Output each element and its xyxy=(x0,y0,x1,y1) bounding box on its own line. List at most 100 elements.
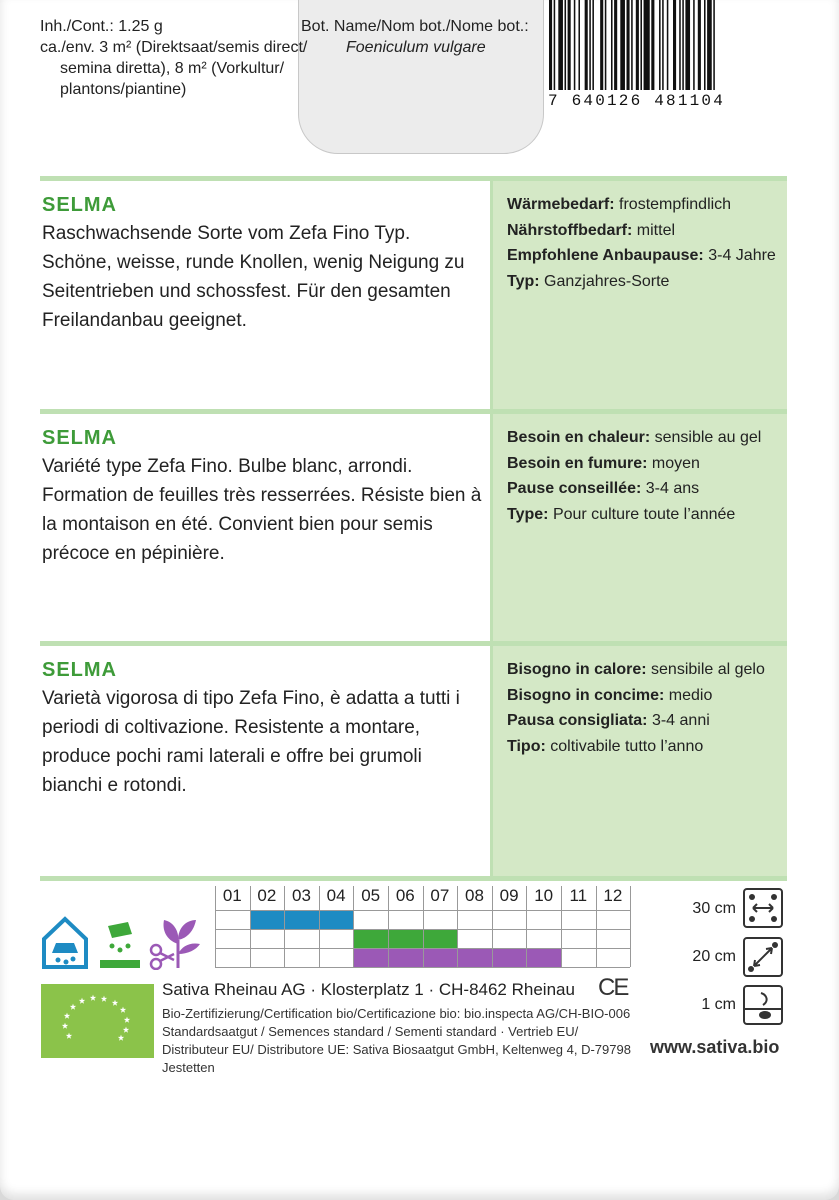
calendar-gridline xyxy=(215,929,631,930)
barcode-bar xyxy=(713,0,715,90)
barcode-bar xyxy=(626,0,630,90)
row-spacing-icon xyxy=(743,888,783,928)
barcode-bar xyxy=(614,0,618,90)
sowing-calendar: 01 02 03 04 05 06 07 08 09 10 11 12 xyxy=(215,886,635,968)
content-line: ca./env. 3 m² (Direktsaat/semis direct/ xyxy=(40,39,308,56)
calendar-gridline xyxy=(215,948,631,949)
direct-sowing-icon xyxy=(100,922,140,968)
barcode-bar xyxy=(666,0,669,90)
eu-organic-logo xyxy=(41,984,154,1058)
variety-description: Raschwachsende Sorte vom Zefa Fino Typ. … xyxy=(42,223,465,331)
trait-row: Empfohlene Anbaupause: 3-4 Jahre xyxy=(507,247,776,264)
barcode-bar xyxy=(640,0,642,90)
calendar-month-label: 10 xyxy=(534,886,554,905)
calendar-gridline xyxy=(422,886,424,967)
calendar-month-label: 08 xyxy=(465,886,484,905)
eu-star-icon xyxy=(123,1016,131,1023)
hang-tab xyxy=(298,0,544,154)
barcode-bar xyxy=(611,0,613,90)
harvest-icon xyxy=(149,920,200,970)
variety-name: SELMA xyxy=(42,194,117,216)
eu-star-icon xyxy=(89,994,97,1001)
barcode-bar xyxy=(659,0,661,90)
content-line: semina diretta), 8 m² (Vorkultur/ xyxy=(60,60,285,77)
section-italian: SELMA Varietà vigorosa di tipo Zefa Fino… xyxy=(42,659,482,800)
botanical-label: Bot. Name/Nom bot./Nome bot.: xyxy=(301,18,529,35)
trait-row: Tipo: coltivabile tutto l’anno xyxy=(507,737,704,755)
eu-star-icon xyxy=(100,995,108,1002)
eu-star-icon xyxy=(61,1022,69,1029)
calendar-gridline xyxy=(215,910,631,911)
plant-spacing-label: 20 cm xyxy=(692,948,736,965)
calendar-gridline xyxy=(526,886,528,967)
calendar-bar-direct-sowing xyxy=(353,930,458,949)
sowing-depth-icon xyxy=(743,985,783,1025)
trait-row: Pause conseillée: 3-4 ans xyxy=(507,480,700,497)
barcode-bar xyxy=(707,0,712,90)
barcode-bar xyxy=(682,0,684,90)
variety-name: SELMA xyxy=(42,659,117,681)
barcode-bar xyxy=(693,0,695,90)
barcode-bar xyxy=(662,0,664,90)
barcode-bar xyxy=(600,0,604,90)
barcode-bar xyxy=(679,0,681,90)
section-divider xyxy=(40,641,787,646)
barcode-bar xyxy=(589,0,591,90)
company-address: Sativa Rheinau AG · Klosterplatz 1 · CH-… xyxy=(162,980,575,999)
calendar-month-label: 11 xyxy=(569,886,588,905)
trait-row: Wärmebedarf: frostempfindlich xyxy=(507,196,732,213)
content-info: Inh./Cont.: 1.25 g ca./env. 3 m² (Direkt… xyxy=(40,16,320,100)
barcode-bar xyxy=(573,0,576,90)
barcode-bar xyxy=(704,0,706,90)
calendar-month-label: 09 xyxy=(499,886,519,905)
section-divider xyxy=(40,876,787,881)
barcode-bar xyxy=(584,0,588,90)
barcode-bar xyxy=(685,0,691,90)
barcode-bar xyxy=(651,0,655,90)
calendar-gridline xyxy=(388,886,389,967)
calendar-month-label: 02 xyxy=(257,886,277,905)
barcode-bar xyxy=(592,0,594,90)
eu-star-icon xyxy=(119,1006,127,1013)
distribution-line: Standardsaatgut / Semences standard / Se… xyxy=(162,1024,631,1075)
barcode-bar xyxy=(564,0,567,90)
calendar-gridline xyxy=(215,886,216,967)
calendar-month-label: 01 xyxy=(222,886,242,905)
trait-row: Nährstoffbedarf: mittel xyxy=(507,221,676,239)
calendar-gridline xyxy=(318,886,320,967)
trait-row: Besoin en fumure: moyen xyxy=(507,454,700,472)
barcode-bar xyxy=(620,0,625,90)
traits-italian: Bisogno in calore: sensibile al gelo Bis… xyxy=(507,657,787,759)
calendar-bar-indoor-sowing xyxy=(249,911,354,930)
botanical-info: Bot. Name/Nom bot./Nome bot.: Foeniculum… xyxy=(301,16,541,58)
column-divider xyxy=(490,176,493,876)
barcode-bar xyxy=(604,0,607,90)
content-line: Inh./Cont.: 1.25 g xyxy=(40,18,163,35)
eu-star-icon xyxy=(78,997,86,1004)
barcode-bar xyxy=(567,0,571,90)
indoor-sowing-icon xyxy=(42,916,88,969)
barcode-bar xyxy=(578,0,580,90)
section-divider xyxy=(40,409,787,414)
row-spacing-label: 30 cm xyxy=(692,900,736,917)
certification-info: Bio-Zertifizierung/Certification bio/Cer… xyxy=(162,1005,642,1077)
calendar-gridline xyxy=(215,967,631,968)
calendar-gridline xyxy=(491,886,493,967)
barcode-bar xyxy=(635,0,639,90)
ce-mark: CE xyxy=(598,974,629,1001)
barcode-bar xyxy=(631,0,633,90)
trait-row: Besoin en chaleur: sensible au gel xyxy=(507,429,762,446)
variety-description: Variété type Zefa Fino. Bulbe blanc, arr… xyxy=(42,456,482,564)
barcode-bar xyxy=(558,0,563,90)
variety-description: Varietà vigorosa di tipo Zefa Fino, è ad… xyxy=(42,688,460,796)
calendar-month-label: 03 xyxy=(292,886,311,905)
traits-column-background xyxy=(492,176,787,876)
variety-name: SELMA xyxy=(42,427,117,449)
website-link[interactable]: www.sativa.bio xyxy=(650,1037,780,1057)
eu-star-icon xyxy=(117,1034,125,1041)
section-divider xyxy=(40,176,787,181)
section-german: SELMA Raschwachsende Sorte vom Zefa Fino… xyxy=(42,194,482,335)
botanical-name: Foeniculum vulgare xyxy=(346,39,486,56)
barcode-bar xyxy=(553,0,556,90)
